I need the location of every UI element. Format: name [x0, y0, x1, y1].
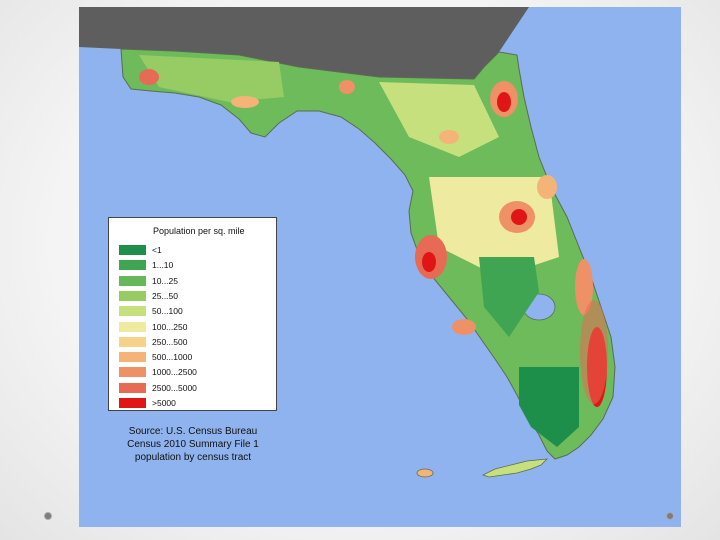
- bullet-right: [666, 512, 674, 520]
- legend-label: <1: [152, 245, 162, 255]
- central-green-region: [479, 257, 539, 337]
- legend-swatch: [119, 336, 146, 347]
- legend-swatch: [119, 382, 146, 393]
- urban-area: [231, 96, 259, 108]
- urban-area: [139, 69, 159, 85]
- urban-area: [537, 175, 557, 199]
- legend-swatch: [119, 352, 146, 363]
- legend-item: >5000: [119, 398, 176, 408]
- legend-item: 2500...5000: [119, 382, 197, 393]
- urban-area: [339, 80, 355, 94]
- legend-label: 50...100: [152, 306, 183, 317]
- florida-keys: [481, 458, 549, 478]
- legend-item: 1000...2500: [119, 367, 197, 378]
- legend-item: 1...10: [119, 260, 174, 271]
- bullet-left: [44, 512, 52, 520]
- legend-item: 250...500: [119, 336, 188, 347]
- urban-area: [497, 92, 511, 112]
- legend-swatch: [119, 275, 146, 286]
- urban-area: [580, 300, 608, 404]
- legend-item: 10...25: [119, 275, 178, 286]
- legend: Population per sq. mile <1 1...10 10...25 2…: [108, 217, 277, 411]
- neighboring-states: [79, 7, 529, 79]
- urban-area: [422, 252, 436, 272]
- key-west-island: [416, 468, 434, 478]
- urban-area: [575, 259, 593, 315]
- legend-item: 500...1000: [119, 352, 193, 363]
- urban-area: [439, 130, 459, 144]
- legend-label: 500...1000: [152, 352, 193, 363]
- legend-item: 100...250: [119, 321, 188, 332]
- legend-title: Population per sq. mile: [153, 226, 245, 236]
- source-line-2: Census 2010 Summary File 1: [127, 439, 259, 450]
- legend-swatch: [119, 321, 146, 332]
- legend-label: 1...10: [152, 260, 174, 271]
- legend-swatch: [119, 367, 146, 378]
- legend-label: 25...50: [152, 290, 178, 301]
- legend-swatch: [119, 245, 146, 255]
- source-line-3: population by census tract: [134, 452, 252, 463]
- legend-item: 50...100: [119, 306, 183, 317]
- legend-label: 1000...2500: [152, 367, 197, 378]
- legend-label: 2500...5000: [152, 382, 197, 393]
- legend-item: <1: [119, 245, 162, 255]
- source-line-1: Source: U.S. Census Bureau: [128, 426, 258, 437]
- legend-label: 10...25: [152, 275, 178, 286]
- urban-area: [452, 319, 476, 335]
- legend-item: 25...50: [119, 290, 178, 301]
- legend-swatch: [119, 306, 146, 317]
- legend-swatch: [119, 290, 146, 301]
- everglades-region: [519, 367, 579, 447]
- legend-swatch: [119, 260, 146, 271]
- legend-label: 100...250: [152, 321, 188, 332]
- central-light-region: [429, 177, 559, 277]
- legend-swatch: [119, 398, 146, 408]
- north-central-region: [379, 82, 499, 157]
- legend-label: >5000: [152, 398, 176, 408]
- legend-label: 250...500: [152, 336, 188, 347]
- urban-density-areas: [139, 69, 608, 407]
- source-note: Source: U.S. Census Bureau Census 2010 S…: [100, 425, 286, 464]
- urban-area: [511, 209, 527, 225]
- panhandle-light-region: [139, 55, 284, 102]
